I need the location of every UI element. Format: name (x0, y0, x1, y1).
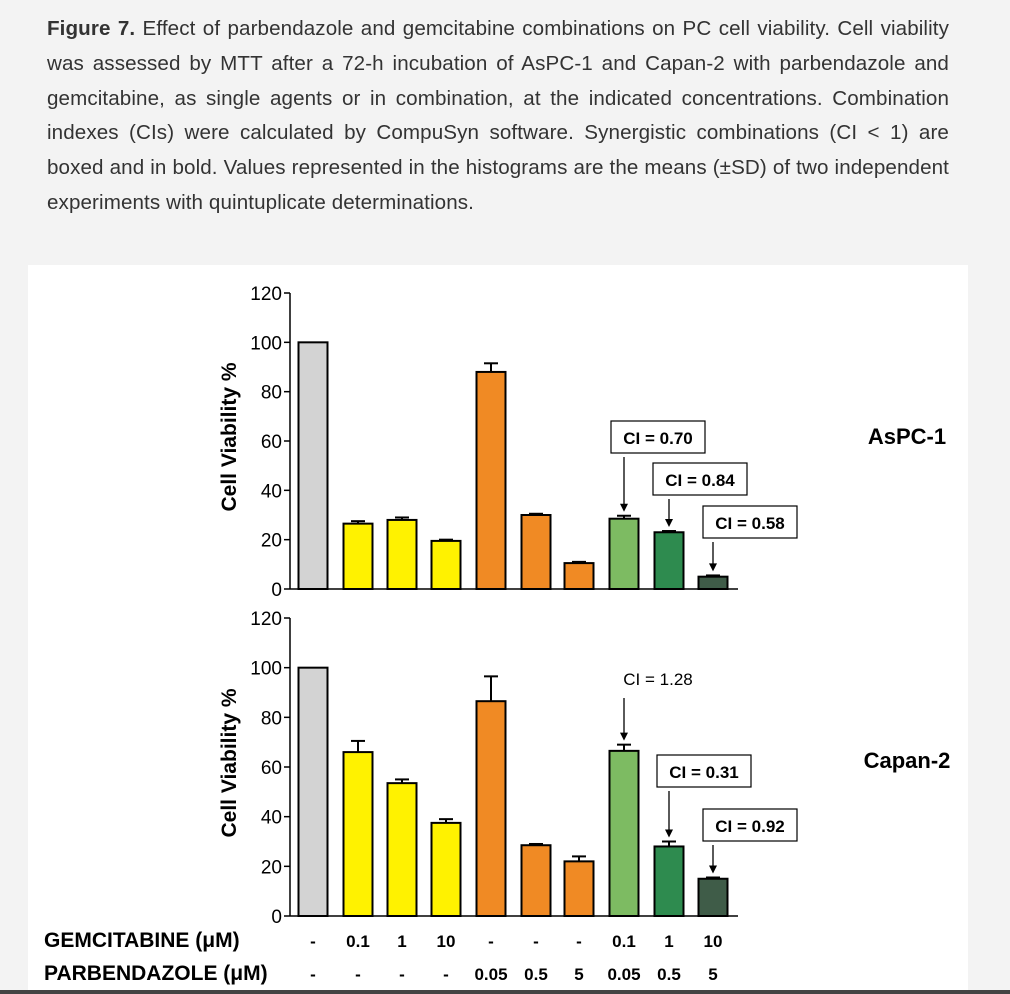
bar (697, 877, 729, 917)
condition-value: 1 (664, 932, 673, 951)
condition-value: 10 (704, 932, 723, 951)
y-axis-title: Cell Viability % (218, 362, 241, 511)
bar (520, 844, 552, 917)
ci-arrow-head (709, 865, 717, 874)
y-tick-label: 0 (271, 907, 282, 928)
y-tick-label: 100 (250, 659, 282, 680)
condition-value: 0.05 (474, 965, 507, 984)
panel-label: AsPC-1 (868, 424, 946, 449)
bar (653, 531, 685, 590)
condition-value: 0.1 (612, 932, 636, 951)
ci-label: CI = 0.31 (669, 763, 738, 782)
condition-value: 0.5 (657, 965, 681, 984)
bar (608, 517, 640, 591)
y-tick-label: 0 (271, 580, 282, 601)
ci-label: CI = 0.84 (665, 471, 735, 490)
ci-label: CI = 0.92 (715, 817, 784, 836)
bar (386, 518, 418, 591)
panel-label: Capan-2 (864, 748, 951, 773)
parbendazole-row-label: PARBENDAZOLE (μM) (44, 962, 268, 985)
y-tick-label: 120 (250, 609, 282, 630)
ci-label: CI = 1.28 (623, 670, 692, 689)
ci-box (652, 462, 748, 496)
condition-value: 5 (574, 965, 583, 984)
bar (653, 845, 685, 918)
y-tick-label: 60 (261, 432, 282, 453)
condition-value: - (355, 965, 361, 984)
bar (563, 860, 595, 917)
bar (297, 341, 329, 591)
gemcitabine-row-label: GEMCITABINE (μM) (44, 929, 240, 952)
y-tick-label: 20 (261, 531, 282, 552)
ci-label: CI = 0.70 (623, 429, 692, 448)
y-tick-label: 120 (250, 284, 282, 305)
bar (520, 514, 552, 590)
ci-box (702, 808, 798, 842)
bar (342, 522, 374, 591)
figure-caption: Figure 7. Effect of parbendazole and gem… (47, 12, 949, 221)
bar (430, 539, 462, 591)
y-tick-label: 60 (261, 758, 282, 779)
y-tick-label: 80 (261, 383, 282, 404)
ci-arrow-head (665, 519, 673, 528)
bar (563, 562, 595, 590)
bar (430, 821, 462, 917)
bar (608, 749, 640, 917)
bottom-divider (0, 990, 1010, 994)
bar (475, 700, 507, 917)
condition-value: - (310, 932, 316, 951)
bar (297, 666, 329, 918)
condition-value: - (533, 932, 539, 951)
ci-box (610, 420, 706, 454)
ci-arrow-head (620, 503, 628, 512)
condition-value: 1 (397, 932, 406, 951)
caption-text: Effect of parbendazole and gemcitabine c… (47, 17, 949, 214)
condition-value: - (488, 932, 494, 951)
bar (697, 575, 729, 591)
bar (475, 370, 507, 590)
bar (342, 751, 374, 917)
condition-value: - (443, 965, 449, 984)
bar (386, 782, 418, 917)
ci-arrow-head (709, 563, 717, 572)
condition-value: - (576, 932, 582, 951)
y-tick-label: 100 (250, 333, 282, 354)
figure-label: Figure 7. (47, 17, 136, 40)
ci-arrow-head (665, 829, 673, 838)
y-axis-title: Cell Viability % (218, 688, 241, 837)
ci-box (656, 754, 752, 788)
y-tick-label: 40 (261, 808, 282, 829)
ci-box (702, 505, 798, 539)
ci-label: CI = 0.58 (715, 514, 784, 533)
condition-value: 0.5 (524, 965, 548, 984)
y-tick-label: 40 (261, 481, 282, 502)
condition-value: - (310, 965, 316, 984)
condition-value: 5 (708, 965, 717, 984)
condition-value: 0.05 (607, 965, 640, 984)
ci-arrow-head (620, 732, 628, 741)
condition-value: 10 (437, 932, 456, 951)
y-tick-label: 20 (261, 857, 282, 878)
condition-value: - (399, 965, 405, 984)
condition-value: 0.1 (346, 932, 370, 951)
y-tick-label: 80 (261, 708, 282, 729)
